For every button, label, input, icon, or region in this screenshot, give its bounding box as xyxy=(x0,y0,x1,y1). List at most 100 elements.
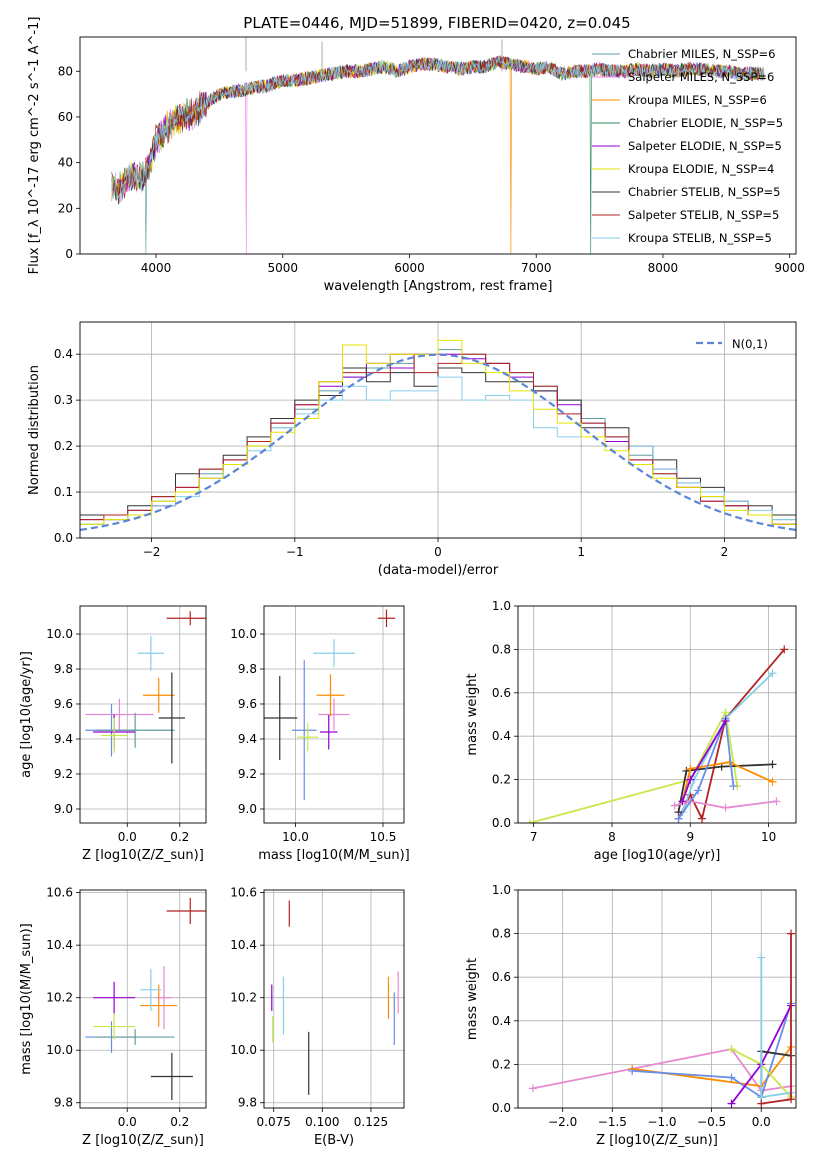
x-axis-label: Z [log10(Z/Z_sun)] xyxy=(82,1133,204,1148)
histogram-series xyxy=(80,339,796,525)
panel-mass-ebv: 0.075 0.100 0.125 9.8 10.0 10.2 10.4 10.6 E(B-V) xyxy=(230,886,405,1148)
plot-area xyxy=(271,900,399,1095)
y-tick-label: 0.2 xyxy=(492,773,511,787)
y-tick-label: 0.8 xyxy=(492,927,511,941)
panel-spectrum: 4000 5000 6000 7000 8000 9000 0 20 40 60 80 wavelen… xyxy=(27,17,805,294)
spectrum-line xyxy=(111,55,765,200)
y-tick-label: 9.0 xyxy=(238,802,257,816)
weight-series xyxy=(681,672,774,813)
weight-marker xyxy=(787,1095,796,1104)
weight-marker xyxy=(686,775,695,784)
weight-marker xyxy=(768,760,777,769)
x-axis-label: E(B-V) xyxy=(314,1133,354,1148)
y-tick-label: 10.0 xyxy=(46,1043,73,1057)
x-tick-label: 10 xyxy=(761,830,776,844)
weight-series xyxy=(677,763,773,813)
x-tick-label: 7000 xyxy=(521,261,552,275)
weight-marker xyxy=(727,1073,736,1082)
x-tick-label: 0.2 xyxy=(170,830,189,844)
panel-age-Z: 0.0 0.2 9.0 9.2 9.4 9.6 9.8 10.0 Z [log10(Z/Z_su… xyxy=(19,605,207,863)
y-tick-label: 10.0 xyxy=(230,1043,257,1057)
axes-frame xyxy=(263,889,405,1109)
legend-label: N(0,1) xyxy=(732,337,768,351)
y-tick-label: 0.6 xyxy=(492,970,511,984)
x-axis-label: (data-model)/error xyxy=(378,563,499,578)
x-tick-label: 8 xyxy=(608,830,616,844)
weight-marker xyxy=(787,929,796,938)
weight-marker xyxy=(686,764,695,773)
x-tick-label: −0.5 xyxy=(697,1115,726,1129)
panel-age-mass: 10.0 10.5 9.0 9.2 9.4 9.6 9.8 10.0 mass [log10(M… xyxy=(230,605,410,863)
y-tick-label: 9.2 xyxy=(54,767,73,781)
legend-label: Chabrier ELODIE, N_SSP=5 xyxy=(628,116,783,130)
x-tick-label: 0.075 xyxy=(257,1115,291,1129)
y-tick-label: 0.4 xyxy=(492,1014,511,1028)
y-tick-label: 0.0 xyxy=(54,531,73,545)
y-tick-label: 9.2 xyxy=(238,767,257,781)
weight-marker xyxy=(674,814,683,823)
weight-marker xyxy=(525,819,534,823)
x-tick-label: 7 xyxy=(530,830,538,844)
y-tick-label: 10.4 xyxy=(230,938,257,952)
y-tick-label: 10.0 xyxy=(230,627,257,641)
x-tick-label: 9000 xyxy=(774,261,805,275)
weight-marker xyxy=(780,645,789,654)
y-tick-label: 9.8 xyxy=(238,1096,257,1110)
x-tick-label: 10.0 xyxy=(282,830,309,844)
panel-mass-Z: 0.0 0.2 9.8 10.0 10.2 10.4 10.6 Z [log10(Z/Z_su… xyxy=(19,886,207,1148)
weight-marker xyxy=(768,777,777,786)
panel-massweight-Z: −2.0 −1.5 −1.0 −0.5 0.0 0.0 0.2 0.4 0.6 0.8 1.0 Z [… xyxy=(465,883,797,1148)
spectrum-line xyxy=(111,55,765,202)
weight-series xyxy=(677,718,735,820)
x-tick-label: 1 xyxy=(577,545,585,559)
legend-label: Kroupa STELIB, N_SSP=5 xyxy=(628,231,772,245)
legend-label: Chabrier STELIB, N_SSP=5 xyxy=(628,185,780,199)
figure-title: PLATE=0446, MJD=51899, FIBERID=0420, z=0… xyxy=(243,14,630,32)
x-tick-label: −1.0 xyxy=(647,1115,676,1129)
x-tick-label: −1.5 xyxy=(598,1115,627,1129)
spectrum-line xyxy=(111,56,765,254)
panel-massweight-age: 7 8 9 10 0.0 0.2 0.4 0.6 0.8 1.0 age [log10(age/yr… xyxy=(465,599,797,863)
y-tick-label: 10.0 xyxy=(46,627,73,641)
weight-marker xyxy=(772,797,781,806)
x-tick-label: 0 xyxy=(434,545,442,559)
x-tick-label: 2 xyxy=(721,545,729,559)
y-tick-label: 10.2 xyxy=(230,991,257,1005)
plot-area xyxy=(111,37,765,254)
weight-marker xyxy=(698,814,707,823)
y-tick-label: 0.0 xyxy=(492,816,511,830)
x-tick-label: 10.5 xyxy=(370,830,397,844)
weight-marker xyxy=(694,786,703,795)
x-tick-label: 0.0 xyxy=(118,1115,137,1129)
plot-area xyxy=(85,611,206,764)
y-axis-label: Flux [f_λ 10^-17 erg cm^-2 s^-1 A^-1] xyxy=(27,17,42,275)
y-tick-label: 0.3 xyxy=(54,393,73,407)
plot-area xyxy=(85,897,206,1101)
axes-frame xyxy=(79,321,797,539)
x-axis-label: mass [log10(M/M_sun)] xyxy=(258,848,410,863)
plot-area xyxy=(525,645,789,823)
legend-label: Kroupa MILES, N_SSP=6 xyxy=(628,93,767,107)
x-tick-label: 0.125 xyxy=(354,1115,388,1129)
y-tick-label: 20 xyxy=(58,201,73,215)
y-tick-label: 10.6 xyxy=(230,886,257,900)
y-tick-label: 9.8 xyxy=(54,662,73,676)
y-tick-label: 0.1 xyxy=(54,485,73,499)
plot-area xyxy=(80,339,796,531)
x-tick-label: 4000 xyxy=(141,261,172,275)
y-tick-label: 10.6 xyxy=(46,886,73,900)
x-tick-label: 9 xyxy=(686,830,694,844)
weight-marker xyxy=(678,797,687,806)
y-tick-label: 0.8 xyxy=(492,642,511,656)
y-tick-label: 0.2 xyxy=(492,1057,511,1071)
x-tick-label: 6000 xyxy=(394,261,425,275)
plot-area xyxy=(264,609,396,801)
y-tick-label: 0.6 xyxy=(492,686,511,700)
weight-marker xyxy=(727,1045,736,1054)
y-tick-label: 1.0 xyxy=(492,883,511,897)
y-tick-label: 0.0 xyxy=(492,1101,511,1115)
spectrum-line xyxy=(111,56,765,205)
weight-marker xyxy=(729,782,738,791)
y-tick-label: 9.8 xyxy=(238,662,257,676)
legend-label: Chabrier MILES, N_SSP=6 xyxy=(628,47,775,61)
